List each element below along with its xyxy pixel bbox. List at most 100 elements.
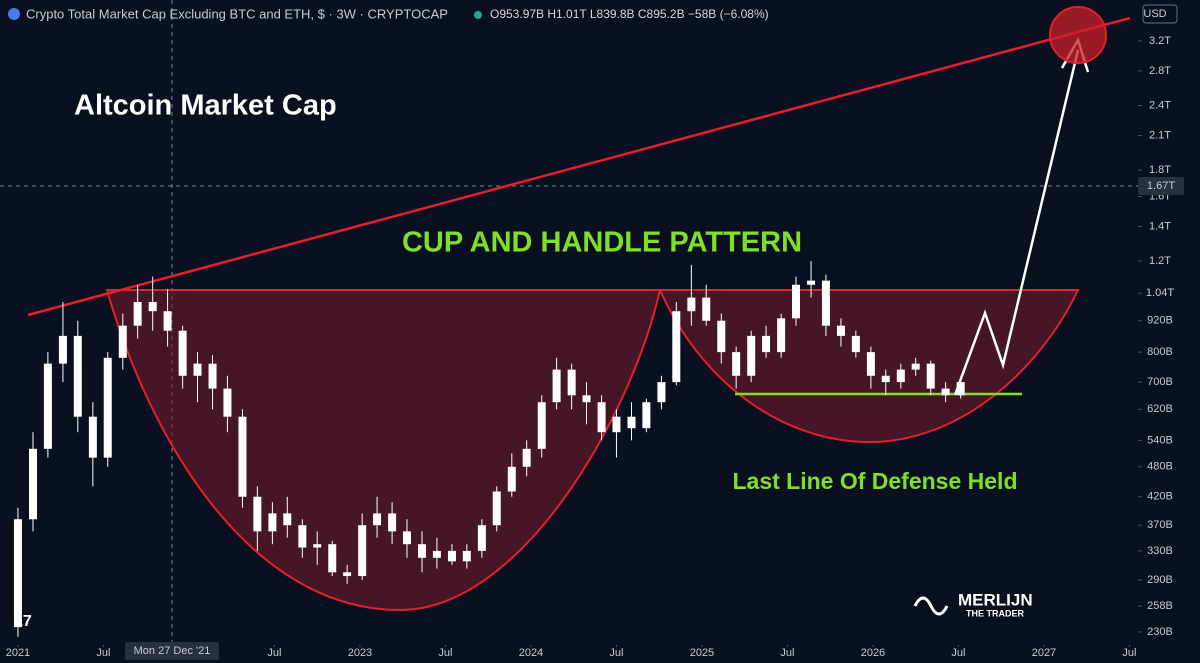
x-tick-label: Jul bbox=[609, 647, 623, 659]
x-tick-label: 2023 bbox=[348, 647, 372, 659]
currency-button[interactable] bbox=[1142, 4, 1178, 24]
candle-body bbox=[627, 416, 636, 429]
x-tick-label: 2025 bbox=[690, 647, 714, 659]
candle-body bbox=[807, 280, 816, 285]
candle-body bbox=[642, 402, 651, 429]
support-label: Last Line Of Defense Held bbox=[732, 468, 1017, 494]
candle-body bbox=[402, 531, 411, 545]
y-tick-label: 2.4T bbox=[1149, 99, 1171, 111]
x-tick-label: Jul bbox=[96, 647, 110, 659]
candle-body bbox=[956, 382, 965, 396]
candle-body bbox=[13, 519, 22, 628]
candle-body bbox=[672, 311, 681, 383]
y-tick-label: 420B bbox=[1147, 491, 1173, 503]
axis-ticks: 3.2T2.8T2.4T2.1T1.8T1.6T1.4T1.2T1.04T920… bbox=[6, 35, 1175, 659]
candle-body bbox=[88, 416, 97, 458]
candle-body bbox=[926, 363, 935, 389]
candle-body bbox=[836, 325, 845, 336]
candle-body bbox=[687, 297, 696, 312]
crosshair-price: 1.67T bbox=[1147, 180, 1175, 192]
candle-body bbox=[792, 284, 801, 319]
x-tick-label: 2021 bbox=[6, 647, 30, 659]
candle-body bbox=[941, 388, 950, 396]
x-tick-label: 2026 bbox=[861, 647, 885, 659]
y-tick-label: 230B bbox=[1147, 626, 1173, 638]
y-tick-label: 480B bbox=[1147, 461, 1173, 473]
candle-body bbox=[866, 352, 875, 376]
candle-body bbox=[851, 335, 860, 353]
candle-body bbox=[462, 550, 471, 562]
candle-body bbox=[238, 416, 247, 497]
candle-body bbox=[148, 302, 157, 312]
crosshair-price-box bbox=[1138, 177, 1184, 195]
candle-body bbox=[103, 357, 112, 458]
price-axis bbox=[1138, 0, 1200, 663]
candle-body bbox=[522, 448, 531, 467]
candle-body bbox=[911, 363, 920, 370]
y-tick-label: 800B bbox=[1147, 346, 1173, 358]
candle-body bbox=[552, 369, 561, 403]
x-tick-label: Jul bbox=[438, 647, 452, 659]
candle-body bbox=[133, 302, 142, 326]
cup-shape bbox=[105, 289, 662, 612]
y-tick-label: 258B bbox=[1147, 600, 1173, 612]
candle-body bbox=[537, 402, 546, 449]
candle-body bbox=[29, 448, 38, 520]
brand-sub: THE TRADER bbox=[966, 608, 1024, 618]
candle-body bbox=[896, 369, 905, 383]
x-tick-label: Jul bbox=[951, 647, 965, 659]
candle-body bbox=[881, 375, 890, 383]
title: Altcoin Market Cap bbox=[74, 90, 337, 122]
candle-body bbox=[507, 466, 516, 492]
y-tick-label: 540B bbox=[1147, 434, 1173, 446]
candle-body bbox=[223, 388, 232, 417]
candle-body bbox=[283, 513, 292, 526]
candle-body bbox=[328, 544, 337, 573]
candle-body bbox=[447, 550, 456, 562]
candle-body bbox=[597, 402, 606, 433]
resistance-line bbox=[27, 16, 1131, 317]
y-tick-label: 2.1T bbox=[1149, 129, 1171, 141]
candle-body bbox=[657, 382, 666, 403]
y-tick-label: 1.04T bbox=[1146, 287, 1174, 299]
candle-body bbox=[492, 491, 501, 526]
crosshair-date-box bbox=[125, 642, 219, 660]
candle-body bbox=[373, 513, 382, 526]
candle-body bbox=[747, 335, 756, 376]
y-tick-label: 1.8T bbox=[1149, 164, 1171, 176]
candle-body bbox=[388, 513, 397, 532]
header: Crypto Total Market Cap Excluding BTC an… bbox=[26, 6, 448, 21]
candle-body bbox=[582, 395, 591, 403]
candle-body bbox=[432, 550, 441, 558]
y-tick-label: 370B bbox=[1147, 519, 1173, 531]
x-tick-label: Jul bbox=[780, 647, 794, 659]
brand-logo bbox=[913, 596, 949, 616]
y-tick-label: 920B bbox=[1147, 315, 1173, 327]
currency[interactable]: USD bbox=[1143, 8, 1166, 20]
candle-body bbox=[298, 525, 307, 548]
symbol-icon bbox=[8, 8, 20, 20]
candle-body bbox=[762, 335, 771, 353]
y-tick-label: 2.8T bbox=[1149, 65, 1171, 77]
candle-body bbox=[702, 297, 711, 321]
target-circle bbox=[1049, 6, 1107, 64]
projection-arrow bbox=[953, 49, 1080, 396]
y-tick-label: 620B bbox=[1147, 403, 1173, 415]
candle-body bbox=[193, 363, 202, 376]
y-tick-label: 1.4T bbox=[1149, 220, 1171, 232]
candle-body bbox=[732, 352, 741, 376]
candle-body bbox=[58, 335, 67, 364]
y-tick-label: 1.2T bbox=[1149, 255, 1171, 267]
candle-body bbox=[313, 544, 322, 548]
y-tick-label: 3.2T bbox=[1149, 35, 1171, 47]
candle-body bbox=[358, 525, 367, 577]
candle-body bbox=[43, 363, 52, 449]
candle-body bbox=[118, 325, 127, 358]
x-tick-label: Jul bbox=[1122, 647, 1136, 659]
candle-body bbox=[208, 363, 217, 389]
pattern-label: CUP AND HANDLE PATTERN bbox=[402, 227, 802, 259]
candle-body bbox=[253, 496, 262, 532]
crosshair-date: Mon 27 Dec '21 bbox=[134, 645, 211, 657]
y-tick-label: 330B bbox=[1147, 545, 1173, 557]
